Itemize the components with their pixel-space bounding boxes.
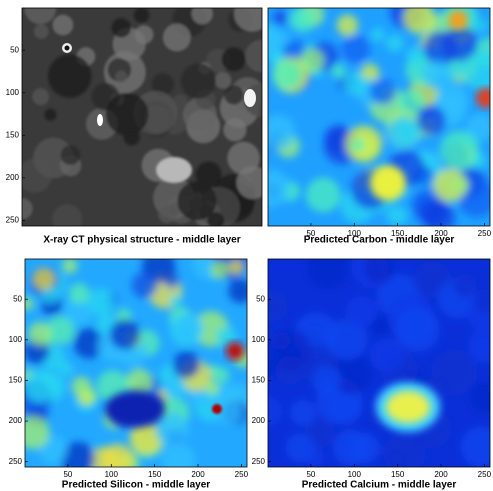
y-tick-label: 150 <box>9 376 23 385</box>
panel-caption: Predicted Calcium - middle layer <box>302 480 457 491</box>
hotspot <box>226 342 244 360</box>
y-tick-label: 250 <box>252 457 266 466</box>
hotspot <box>448 10 468 30</box>
y-tick-label: 200 <box>252 416 266 425</box>
image-panel <box>252 0 493 234</box>
x-tick-label: 50 <box>63 470 72 479</box>
calcium-grain <box>386 391 430 423</box>
y-tick-label: 150 <box>252 376 266 385</box>
y-tick-label: 150 <box>6 130 20 139</box>
y-tick-label: 200 <box>6 173 20 182</box>
panel-caption: Predicted Carbon - middle layer <box>304 235 455 246</box>
pore <box>65 46 70 51</box>
panel-caption: X-ray CT physical structure - middle lay… <box>43 235 240 246</box>
x-tick-label: 200 <box>434 470 448 479</box>
x-tick-label: 150 <box>148 470 162 479</box>
low-region <box>105 391 165 427</box>
image-panel <box>16 244 253 477</box>
x-tick-label: 100 <box>105 470 119 479</box>
y-tick-label: 250 <box>9 457 23 466</box>
x-tick-label: 150 <box>391 470 405 479</box>
inclusion <box>97 114 103 126</box>
x-tick-label: 50 <box>306 470 315 479</box>
y-tick-label: 50 <box>10 45 19 54</box>
x-tick-label: 100 <box>348 470 362 479</box>
y-tick-label: 50 <box>13 294 22 303</box>
hotspot <box>212 404 222 414</box>
hotspot <box>370 165 406 201</box>
panel-caption: Predicted Silicon - middle layer <box>62 480 210 491</box>
inclusion <box>156 157 192 183</box>
image-panel <box>254 247 493 475</box>
x-tick-label: 200 <box>191 470 205 479</box>
y-tick-label: 100 <box>6 88 20 97</box>
image-panel <box>11 0 277 234</box>
figure: 50 100 150 200 250 X-ray CT physical structur… <box>0 0 493 491</box>
x-tick-label: 250 <box>478 229 492 238</box>
y-tick-label: 250 <box>6 216 20 225</box>
inclusion <box>244 89 256 107</box>
x-tick-label: 250 <box>478 470 492 479</box>
y-tick-label: 50 <box>256 294 265 303</box>
y-tick-label: 200 <box>9 416 23 425</box>
y-tick-label: 100 <box>252 335 266 344</box>
y-tick-label: 100 <box>9 335 23 344</box>
x-tick-label: 250 <box>235 470 249 479</box>
